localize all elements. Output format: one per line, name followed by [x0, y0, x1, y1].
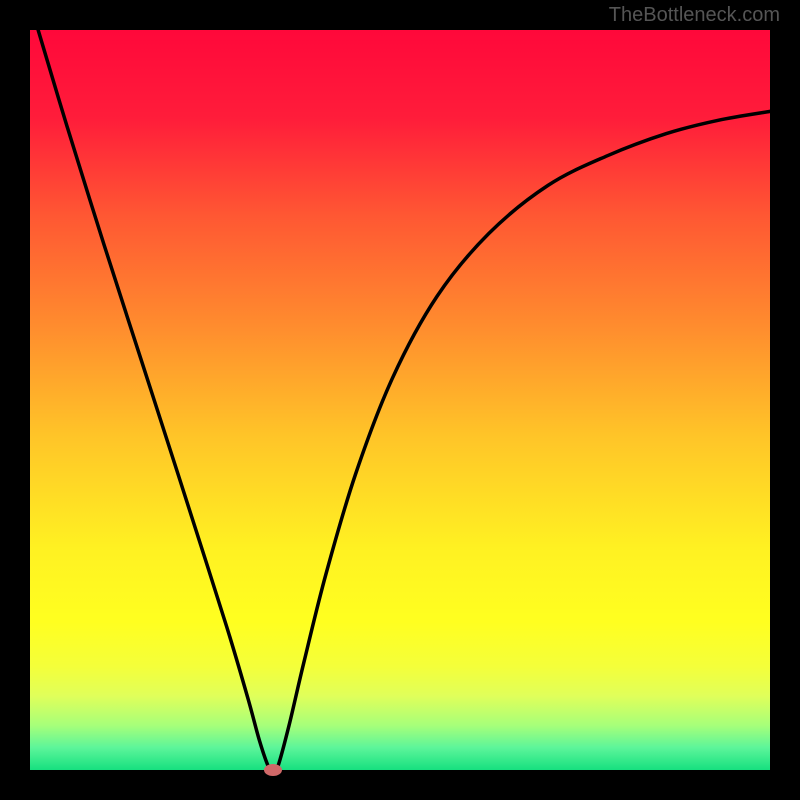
attribution-text: TheBottleneck.com [609, 4, 780, 27]
optimal-point-marker [264, 764, 282, 776]
bottleneck-figure: TheBottleneck.com [0, 0, 800, 800]
plot-area [30, 30, 770, 770]
